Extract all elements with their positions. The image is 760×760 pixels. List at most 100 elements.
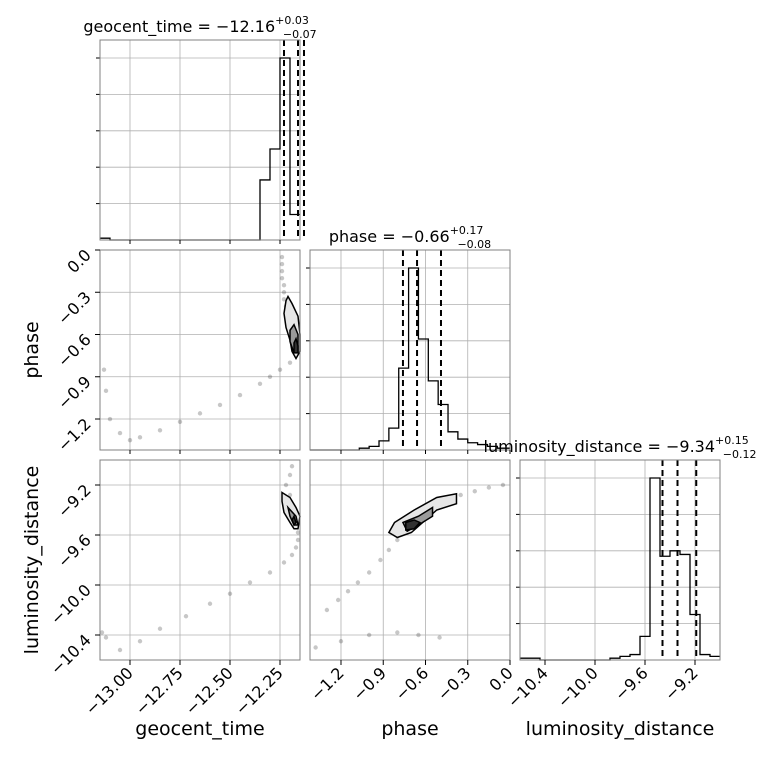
y-tick-label: −1.2 bbox=[54, 414, 95, 455]
scatter-point bbox=[355, 580, 361, 585]
x-tick-label: −13.00 bbox=[82, 663, 137, 718]
scatter-point bbox=[287, 472, 293, 478]
y-tick-label: −9.2 bbox=[54, 480, 95, 521]
scatter-point bbox=[101, 367, 107, 372]
scatter-point bbox=[281, 560, 287, 565]
scatter-point bbox=[127, 437, 133, 443]
x-tick-label: −12.25 bbox=[232, 663, 287, 718]
scatter-point bbox=[237, 392, 243, 398]
scatter-point bbox=[416, 632, 421, 638]
scatter-point bbox=[281, 290, 287, 295]
scatter-point bbox=[279, 275, 285, 281]
scatter-point bbox=[366, 632, 372, 638]
scatter-point bbox=[458, 492, 463, 498]
scatter-point bbox=[207, 601, 213, 606]
scatter-point bbox=[437, 635, 442, 640]
scatter-point bbox=[293, 545, 299, 550]
y-tick-label: −10.0 bbox=[47, 580, 95, 628]
scatter-point bbox=[395, 630, 400, 635]
scatter-point bbox=[281, 297, 287, 302]
contour-level-3 bbox=[405, 519, 422, 531]
x-tick-label: −10.0 bbox=[554, 663, 602, 711]
histogram-step-phase bbox=[310, 267, 510, 451]
scatter-point bbox=[313, 645, 318, 650]
scatter-point bbox=[279, 254, 285, 260]
scatter-point bbox=[500, 482, 506, 488]
x-tick-label: −0.6 bbox=[391, 663, 432, 704]
scatter-point bbox=[366, 570, 372, 575]
scatter-point bbox=[257, 381, 263, 387]
y-tick-label: −0.9 bbox=[54, 372, 95, 413]
histogram-panel-luminosity_distance bbox=[516, 459, 721, 661]
panel-frame bbox=[99, 459, 301, 661]
scatter-point bbox=[137, 435, 143, 440]
scatter-point bbox=[472, 489, 477, 494]
x-tick-label: −12.75 bbox=[132, 663, 187, 718]
y-tick-label: −10.4 bbox=[47, 630, 95, 678]
panel-frame bbox=[309, 249, 511, 451]
y-axis-label-phase: phase bbox=[21, 321, 43, 378]
x-tick-label: −1.2 bbox=[307, 663, 348, 704]
x-axis-label-phase: phase bbox=[381, 718, 438, 740]
y-tick-label: 0.0 bbox=[63, 245, 94, 276]
scatter-point bbox=[279, 268, 285, 274]
panel-frame bbox=[309, 459, 511, 661]
scatter-point bbox=[157, 626, 163, 631]
scatter-point bbox=[277, 367, 283, 372]
x-axis-label-geocent-time: geocent_time bbox=[135, 718, 264, 740]
2d-panel-geocent_time-vs-luminosity_distance bbox=[99, 459, 301, 661]
scatter-point bbox=[295, 537, 301, 543]
y-tick-label: −0.3 bbox=[54, 288, 95, 329]
scatter-point bbox=[99, 630, 105, 635]
panel-frame bbox=[99, 39, 301, 241]
scatter-point bbox=[267, 374, 273, 379]
scatter-point bbox=[197, 411, 203, 416]
x-axis-label-luminosity-distance: luminosity_distance bbox=[526, 718, 715, 740]
scatter-point bbox=[335, 597, 341, 603]
contour-level-3 bbox=[293, 336, 299, 354]
scatter-point bbox=[386, 547, 392, 553]
x-tick-label: −12.50 bbox=[182, 663, 237, 718]
scatter-point bbox=[107, 416, 113, 422]
x-tick-label: −10.4 bbox=[504, 663, 552, 711]
scatter-point bbox=[227, 591, 233, 596]
scatter-point bbox=[117, 430, 123, 436]
title-geocent-time: geocent_time = −12.16+0.03 −0.07 bbox=[83, 14, 316, 41]
histogram-step-luminosity_distance bbox=[520, 477, 720, 661]
title-phase: phase = −0.66+0.17 −0.08 bbox=[329, 224, 491, 251]
scatter-point bbox=[177, 419, 183, 425]
scatter-point bbox=[117, 647, 123, 653]
scatter-point bbox=[378, 557, 383, 563]
scatter-point bbox=[103, 635, 109, 640]
scatter-point bbox=[279, 261, 285, 267]
scatter-point bbox=[183, 614, 189, 619]
histogram-panel-phase bbox=[306, 249, 511, 451]
2d-panel-geocent_time-vs-phase bbox=[99, 249, 301, 451]
scatter-point bbox=[345, 589, 351, 594]
scatter-point bbox=[289, 552, 295, 558]
scatter-point bbox=[486, 485, 492, 490]
title-luminosity-distance: luminosity_distance = −9.34+0.15 −0.12 bbox=[484, 434, 757, 461]
scatter-point bbox=[338, 639, 344, 644]
x-tick-label: −9.6 bbox=[611, 663, 652, 704]
scatter-point bbox=[217, 402, 223, 408]
scatter-point bbox=[267, 570, 273, 575]
y-axis-label-luminosity-distance: luminosity_distance bbox=[21, 466, 43, 655]
x-tick-label: −0.9 bbox=[349, 663, 390, 704]
2d-panel-phase-vs-luminosity_distance bbox=[309, 459, 511, 661]
scatter-point bbox=[103, 388, 109, 394]
panel-frame bbox=[99, 249, 301, 451]
x-tick-label: −9.2 bbox=[661, 663, 702, 704]
x-tick-label: −0.3 bbox=[434, 663, 475, 704]
scatter-point bbox=[287, 360, 293, 365]
scatter-point bbox=[281, 283, 287, 288]
scatter-point bbox=[395, 537, 400, 543]
histogram-panel-geocent_time bbox=[96, 39, 305, 241]
y-tick-label: −0.6 bbox=[54, 330, 95, 371]
contour-level-3 bbox=[291, 514, 297, 527]
scatter-point bbox=[289, 464, 295, 469]
scatter-point bbox=[295, 530, 301, 535]
scatter-point bbox=[283, 482, 289, 488]
scatter-point bbox=[137, 639, 143, 644]
